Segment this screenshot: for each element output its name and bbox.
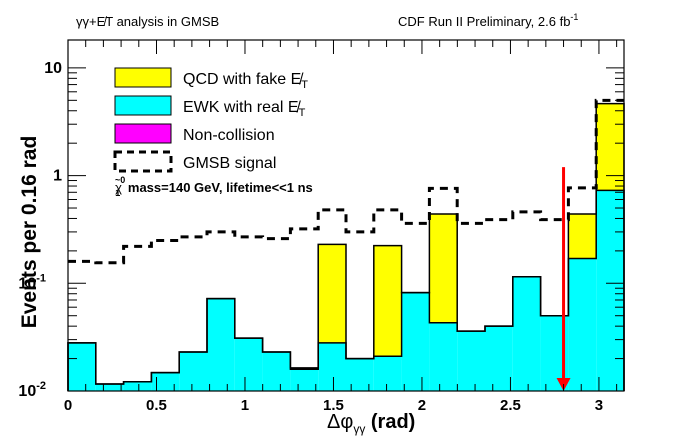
bar-ewk: [568, 258, 597, 391]
legend-label-text: GMSB signal: [183, 155, 276, 172]
x-tick-label: 2.5: [500, 397, 521, 414]
title-left: γγ+E̸T analysis in GMSB: [76, 14, 219, 29]
legend-note-text: mass=140 GeV, lifetime<<1 ns: [124, 180, 313, 195]
plot-frame: [67, 39, 625, 392]
x-tick-label: 0.5: [146, 397, 167, 414]
bar-ewk: [373, 356, 402, 391]
bar-qcd: [429, 214, 458, 323]
y-axis-label: Events per 0.16 rad: [18, 136, 41, 329]
bar-ewk: [457, 331, 485, 391]
legend-entry: GMSB signal: [113, 150, 276, 173]
legend-label: EWK with real E̸T: [183, 99, 306, 119]
bar-ewk: [179, 352, 207, 391]
y-tick-exp: -1: [36, 272, 46, 284]
legend-label-text: Non-collision: [183, 127, 275, 144]
legend-label: GMSB signal: [183, 155, 276, 172]
title-right-text: CDF Run II Preliminary, 2.6 fb: [398, 14, 570, 29]
title-right-sup: -1: [570, 12, 578, 22]
legend-note: χ~0 1 mass=140 GeV, lifetime<<1 ns: [115, 175, 313, 198]
stack-outline-ewk: [67, 189, 625, 391]
y-tick-label: 10: [44, 60, 62, 77]
legend-note-sup: ~0: [115, 175, 125, 185]
x-tick-label: 1: [241, 397, 249, 414]
bar-ewk: [485, 326, 513, 391]
x-axis-label-main: Δφ: [327, 411, 353, 433]
bar-ewk: [234, 338, 263, 391]
bar-ewk: [401, 292, 430, 391]
bar-ewk: [262, 352, 291, 391]
legend-swatch: [114, 67, 172, 88]
legend-entry: QCD with fake E̸T: [114, 67, 308, 91]
bar-ewk: [596, 190, 624, 391]
x-axis: 0 0.5 1 1.5 2 2.5 3: [64, 40, 618, 414]
bar-qcd: [568, 214, 597, 259]
legend-label-text: QCD with fake E̸: [183, 71, 304, 88]
legend-label: Non-collision: [183, 127, 275, 144]
x-axis-label-sub: γγ: [353, 422, 365, 436]
y-tick-label: 1: [53, 168, 62, 185]
legend-note-symbol: χ: [115, 180, 122, 195]
bar-ewk: [68, 342, 96, 391]
legend-swatch-dashed: [113, 150, 173, 173]
legend-swatch: [114, 123, 172, 144]
bar-ewk: [207, 298, 235, 391]
y-tick-base: 10: [18, 275, 36, 292]
legend-entry: EWK with real E̸T: [114, 95, 306, 119]
y-tick-base: 10: [18, 383, 36, 400]
x-tick-label: 3: [595, 397, 603, 414]
legend-swatch: [114, 95, 172, 116]
bar-ewk: [290, 369, 319, 391]
legend-note-sub: 1: [115, 188, 120, 198]
x-tick-label: 2: [418, 397, 426, 414]
bar-ewk: [346, 358, 374, 391]
bar-ewk: [95, 384, 124, 391]
x-tick-label: 1.5: [323, 397, 344, 414]
legend-label-text: EWK with real E̸: [183, 99, 302, 116]
x-axis-label: Δφγγ (rad): [327, 411, 415, 436]
bar-qcd: [318, 244, 346, 343]
y-tick-label: 10-2: [18, 380, 46, 400]
bar-qcd: [596, 103, 624, 191]
legend-label-sub: T: [301, 79, 308, 91]
y-tick-exp: -2: [36, 380, 46, 392]
y-tick-label: 10-1: [18, 272, 46, 292]
gmsb-signal-line: [68, 98, 624, 265]
x-tick-label: 0: [64, 397, 72, 414]
title-right: CDF Run II Preliminary, 2.6 fb-1: [398, 12, 578, 29]
bar-ewk: [512, 276, 541, 391]
legend-label-sub: T: [299, 107, 306, 119]
histogram-bars: [67, 102, 625, 391]
y-tick-base: 10: [44, 60, 62, 77]
legend-label: QCD with fake E̸T: [183, 71, 308, 91]
x-axis-label-unit: (rad): [365, 411, 415, 433]
bar-ewk: [318, 342, 346, 391]
bar-qcd: [373, 245, 402, 357]
bar-ewk: [429, 322, 458, 391]
bar-ewk: [151, 372, 180, 391]
bar-ewk: [123, 381, 152, 391]
signal-line: [68, 98, 624, 265]
legend-entry: Non-collision: [114, 123, 275, 144]
y-tick-base: 1: [53, 168, 62, 185]
axes-box: [67, 39, 625, 392]
